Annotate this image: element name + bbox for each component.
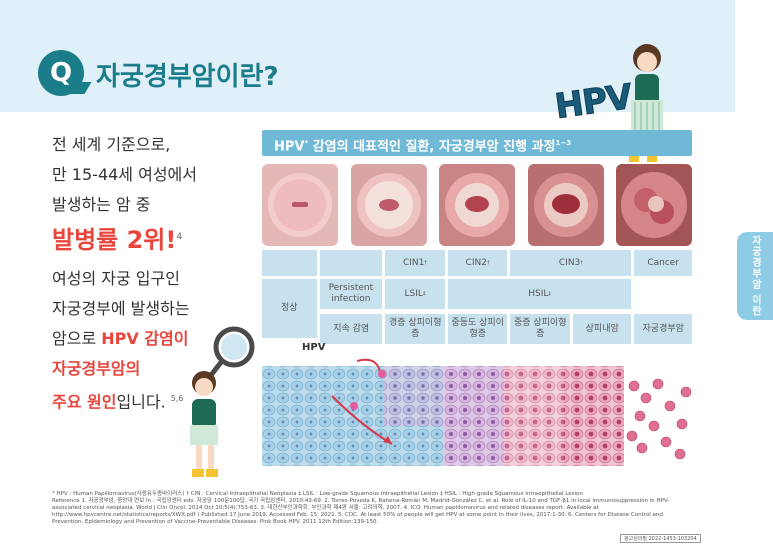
cervix-normal-photo [262, 164, 338, 246]
chart-header: HPV* 감염의 대표적인 질환, 자궁경부암 진행 과정1~3 [262, 130, 692, 156]
cause-line: 자궁경부암의 [52, 354, 190, 384]
table-cell-stage: 자궁경부암 [634, 314, 692, 344]
table-cell-persistent: Persistent infection [319, 279, 383, 309]
footnote-abbrev: * HPV : Human Papillomavirus(사람유두종바이러스) … [52, 491, 583, 497]
intro-text: 전 세계 기준으로, 만 15-44세 여성에서 발생하는 암 중 [52, 130, 197, 220]
ref-mark: * [304, 139, 309, 147]
page-title: 자궁경부암이란? [96, 62, 279, 92]
ref-mark: 1~3 [555, 139, 572, 147]
cervix-cin2-photo [439, 164, 515, 246]
incidence-text: 발병률 2위! [52, 226, 177, 254]
cervix-photo-row [262, 164, 692, 246]
side-tab[interactable]: 자궁경부암 이란 [737, 232, 773, 320]
table-cell-lsil: LSIL ‡ [385, 279, 445, 309]
table-row: CIN1 † CIN2 † CIN3 † Cancer [262, 250, 692, 276]
chart-title-pre: HPV [274, 139, 305, 155]
table-cell-cin1: CIN1 † [385, 250, 445, 276]
footnote: * HPV : Human Papillomavirus(사람유두종바이러스) … [52, 491, 692, 526]
table-row: 지속 감염 경증 상피이형증 중등도 상피이형증 중증 상피이형증 상피내암 자… [320, 314, 692, 344]
ref-mark: 5,6 [170, 394, 184, 403]
cervix-cancer-photo [616, 164, 692, 246]
table-row: 정상 Persistent infection LSIL ‡ HSIL ‡ [262, 279, 692, 338]
cause-line: 여성의 자궁 입구인 [52, 269, 180, 288]
cause-pre: 암으로 [52, 329, 102, 348]
table-cell-cin3: CIN3 † [510, 250, 632, 276]
approval-code: 광고심의필 2022-1453-103204 [620, 534, 701, 543]
ref-mark: 4 [176, 232, 183, 242]
table-cell-hsil: HSIL ‡ [447, 279, 632, 309]
cell-progression-illustration: HPV [262, 342, 692, 466]
progression-table: CIN1 † CIN2 † CIN3 † Cancer 정상 Persistent i… [262, 250, 692, 347]
q-badge-icon: Q [38, 50, 84, 96]
cervix-cin3-photo [527, 164, 604, 246]
table-cell-stage: 지속 감염 [320, 314, 383, 344]
table-cell-stage: 상피내암 [572, 314, 632, 344]
cause-post: 입니다. [116, 392, 166, 412]
table-cell-empty [262, 250, 317, 276]
cancer-emphasis: 자궁경부암의 [52, 359, 141, 378]
footnote-references: Reference 1. 자궁경부암, 중앙대 연보 In : 국립암센터 ed… [52, 498, 670, 525]
table-cell-empty [319, 250, 383, 276]
table-cell-stage: 중등도 상피이형증 [447, 314, 508, 344]
girl-with-magnifier-illustration [172, 325, 262, 485]
cause-line: 자궁경부에 발생하는 [52, 299, 190, 318]
cause-text: 여성의 자궁 입구인 자궁경부에 발생하는 암으로 HPV 감염이 자궁경부암의… [52, 264, 190, 417]
cause-line: 주요 원인입니다. 5,6 [52, 384, 190, 417]
table-cell-cancer: Cancer [634, 250, 692, 276]
hpv-emphasis: HPV 감염이 [101, 329, 189, 348]
intro-line: 만 15-44세 여성에서 [52, 165, 197, 184]
table-cell-normal: 정상 [262, 279, 317, 338]
cause-line: 암으로 HPV 감염이 [52, 324, 190, 354]
hpv-label: HPV [302, 342, 326, 353]
intro-line: 전 세계 기준으로, [52, 135, 171, 154]
chart-title-post: 감염의 대표적인 질환, 자궁경부암 진행 과정 [308, 139, 556, 155]
table-cell-stage: 경증 상피이형증 [385, 314, 445, 344]
table-cell-empty [634, 279, 692, 309]
intro-line: 발생하는 암 중 [52, 195, 151, 214]
table-cell-cin2: CIN2 † [447, 250, 508, 276]
side-tab-label: 자궁경부암 이란 [749, 235, 761, 317]
cervix-cin1-photo [350, 164, 427, 246]
table-cell-stage: 중증 상피이형증 [510, 314, 570, 344]
incidence-highlight: 발병률 2위!4 [52, 220, 182, 255]
main-cause-emphasis: 주요 원인 [52, 392, 117, 412]
